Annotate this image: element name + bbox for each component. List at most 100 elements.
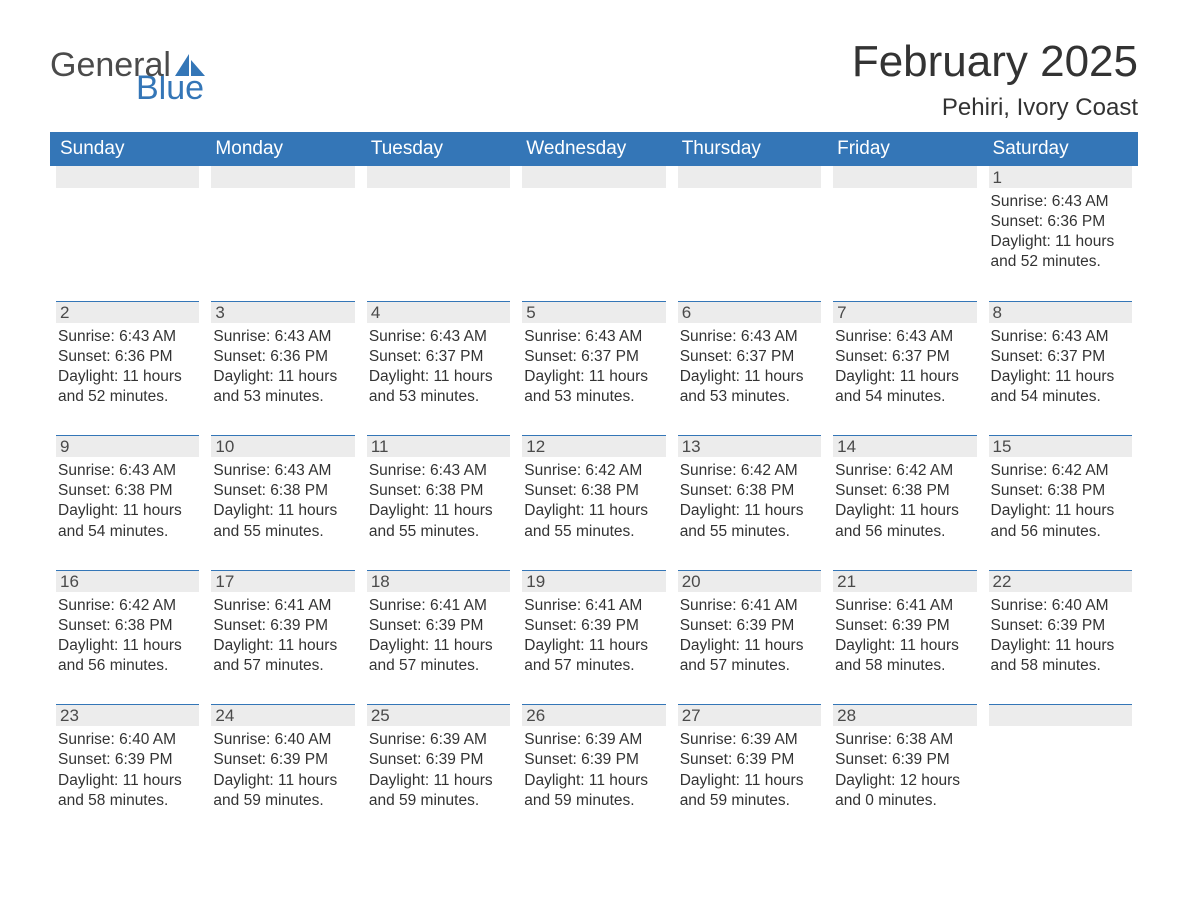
sunrise-line: Sunrise: 6:43 AM [835, 327, 974, 347]
sunset-line: Sunset: 6:39 PM [680, 750, 819, 770]
day-details: Sunrise: 6:43 AMSunset: 6:36 PMDaylight:… [56, 323, 199, 408]
sunrise-line: Sunrise: 6:43 AM [213, 327, 352, 347]
day-number-bar: 14 [833, 435, 976, 457]
daylight-line: Daylight: 11 hours and 59 minutes. [524, 771, 663, 811]
logo-text-1: General [50, 46, 171, 85]
calendar-cell-day-11: 11Sunrise: 6:43 AMSunset: 6:38 PMDayligh… [361, 435, 516, 570]
calendar-cell-day-6: 6Sunrise: 6:43 AMSunset: 6:37 PMDaylight… [672, 301, 827, 436]
day-number: 15 [989, 436, 1012, 457]
day-number: 8 [989, 302, 1002, 323]
day-number-bar: 4 [367, 301, 510, 323]
sunrise-line: Sunrise: 6:42 AM [524, 461, 663, 481]
sunrise-line: Sunrise: 6:43 AM [991, 192, 1130, 212]
daylight-line: Daylight: 11 hours and 58 minutes. [835, 636, 974, 676]
day-number: 24 [211, 705, 234, 726]
calendar-cell-day-22: 22Sunrise: 6:40 AMSunset: 6:39 PMDayligh… [983, 570, 1138, 705]
sunrise-line: Sunrise: 6:42 AM [680, 461, 819, 481]
calendar-page: General Blue February 2025 Pehiri, Ivory… [0, 0, 1188, 869]
day-number: 4 [367, 302, 380, 323]
calendar-cell-empty [827, 166, 982, 301]
calendar-cell-day-13: 13Sunrise: 6:42 AMSunset: 6:38 PMDayligh… [672, 435, 827, 570]
sunrise-line: Sunrise: 6:41 AM [213, 596, 352, 616]
calendar-week-row: 23Sunrise: 6:40 AMSunset: 6:39 PMDayligh… [50, 704, 1138, 839]
calendar-cell-day-7: 7Sunrise: 6:43 AMSunset: 6:37 PMDaylight… [827, 301, 982, 436]
day-number-bar [367, 166, 510, 188]
sunset-line: Sunset: 6:38 PM [58, 481, 197, 501]
day-number: 3 [211, 302, 224, 323]
sunrise-line: Sunrise: 6:41 AM [369, 596, 508, 616]
calendar-cell-day-5: 5Sunrise: 6:43 AMSunset: 6:37 PMDaylight… [516, 301, 671, 436]
day-number: 14 [833, 436, 856, 457]
day-details: Sunrise: 6:40 AMSunset: 6:39 PMDaylight:… [56, 726, 199, 811]
calendar-cell-day-23: 23Sunrise: 6:40 AMSunset: 6:39 PMDayligh… [50, 704, 205, 839]
day-number-bar: 25 [367, 704, 510, 726]
day-number-bar [211, 166, 354, 188]
calendar-cell-day-25: 25Sunrise: 6:39 AMSunset: 6:39 PMDayligh… [361, 704, 516, 839]
sunset-line: Sunset: 6:39 PM [835, 750, 974, 770]
day-details: Sunrise: 6:43 AMSunset: 6:37 PMDaylight:… [367, 323, 510, 408]
sunset-line: Sunset: 6:38 PM [680, 481, 819, 501]
day-details: Sunrise: 6:42 AMSunset: 6:38 PMDaylight:… [678, 457, 821, 542]
calendar-cell-empty [50, 166, 205, 301]
day-number-bar: 28 [833, 704, 976, 726]
daylight-line: Daylight: 11 hours and 59 minutes. [213, 771, 352, 811]
daylight-line: Daylight: 11 hours and 59 minutes. [680, 771, 819, 811]
day-number-bar: 21 [833, 570, 976, 592]
calendar-cell-day-8: 8Sunrise: 6:43 AMSunset: 6:37 PMDaylight… [983, 301, 1138, 436]
sunset-line: Sunset: 6:37 PM [835, 347, 974, 367]
logo: General [50, 46, 205, 85]
sunset-line: Sunset: 6:39 PM [213, 616, 352, 636]
daylight-line: Daylight: 11 hours and 54 minutes. [991, 367, 1130, 407]
logo-sail-icon [175, 46, 205, 68]
sunset-line: Sunset: 6:39 PM [991, 616, 1130, 636]
day-details: Sunrise: 6:41 AMSunset: 6:39 PMDaylight:… [367, 592, 510, 677]
day-number: 7 [833, 302, 846, 323]
calendar-cell-day-1: 1Sunrise: 6:43 AMSunset: 6:36 PMDaylight… [983, 166, 1138, 301]
sunset-line: Sunset: 6:37 PM [991, 347, 1130, 367]
daylight-line: Daylight: 11 hours and 53 minutes. [680, 367, 819, 407]
day-details: Sunrise: 6:40 AMSunset: 6:39 PMDaylight:… [989, 592, 1132, 677]
day-number: 25 [367, 705, 390, 726]
daylight-line: Daylight: 11 hours and 58 minutes. [58, 771, 197, 811]
day-number-bar: 27 [678, 704, 821, 726]
weekday-header-wednesday: Wednesday [516, 132, 671, 166]
title-block: February 2025 Pehiri, Ivory Coast [852, 40, 1138, 122]
logo-block: General Blue [50, 40, 205, 108]
calendar-cell-day-17: 17Sunrise: 6:41 AMSunset: 6:39 PMDayligh… [205, 570, 360, 705]
weekday-header-sunday: Sunday [50, 132, 205, 166]
daylight-line: Daylight: 11 hours and 53 minutes. [524, 367, 663, 407]
day-number-bar: 7 [833, 301, 976, 323]
sunset-line: Sunset: 6:36 PM [991, 212, 1130, 232]
location-subtitle: Pehiri, Ivory Coast [852, 94, 1138, 122]
calendar-cell-day-24: 24Sunrise: 6:40 AMSunset: 6:39 PMDayligh… [205, 704, 360, 839]
sunset-line: Sunset: 6:39 PM [680, 616, 819, 636]
day-details: Sunrise: 6:43 AMSunset: 6:37 PMDaylight:… [522, 323, 665, 408]
day-number-bar: 13 [678, 435, 821, 457]
day-number-bar: 18 [367, 570, 510, 592]
day-number-bar: 23 [56, 704, 199, 726]
day-number: 28 [833, 705, 856, 726]
day-details: Sunrise: 6:42 AMSunset: 6:38 PMDaylight:… [833, 457, 976, 542]
calendar-cell-day-12: 12Sunrise: 6:42 AMSunset: 6:38 PMDayligh… [516, 435, 671, 570]
day-details: Sunrise: 6:43 AMSunset: 6:37 PMDaylight:… [678, 323, 821, 408]
day-number-bar: 5 [522, 301, 665, 323]
day-details: Sunrise: 6:43 AMSunset: 6:38 PMDaylight:… [56, 457, 199, 542]
daylight-line: Daylight: 11 hours and 56 minutes. [835, 501, 974, 541]
daylight-line: Daylight: 11 hours and 55 minutes. [680, 501, 819, 541]
daylight-line: Daylight: 11 hours and 53 minutes. [369, 367, 508, 407]
day-number: 17 [211, 571, 234, 592]
day-details: Sunrise: 6:43 AMSunset: 6:37 PMDaylight:… [833, 323, 976, 408]
sunset-line: Sunset: 6:38 PM [991, 481, 1130, 501]
day-number: 19 [522, 571, 545, 592]
day-number-bar: 22 [989, 570, 1132, 592]
day-number: 18 [367, 571, 390, 592]
calendar-cell-empty [672, 166, 827, 301]
day-number: 16 [56, 571, 79, 592]
day-number: 9 [56, 436, 69, 457]
day-details: Sunrise: 6:42 AMSunset: 6:38 PMDaylight:… [989, 457, 1132, 542]
weekday-header-saturday: Saturday [983, 132, 1138, 166]
day-number-bar [989, 704, 1132, 726]
sunset-line: Sunset: 6:36 PM [58, 347, 197, 367]
day-number-bar: 26 [522, 704, 665, 726]
day-number-bar [678, 166, 821, 188]
